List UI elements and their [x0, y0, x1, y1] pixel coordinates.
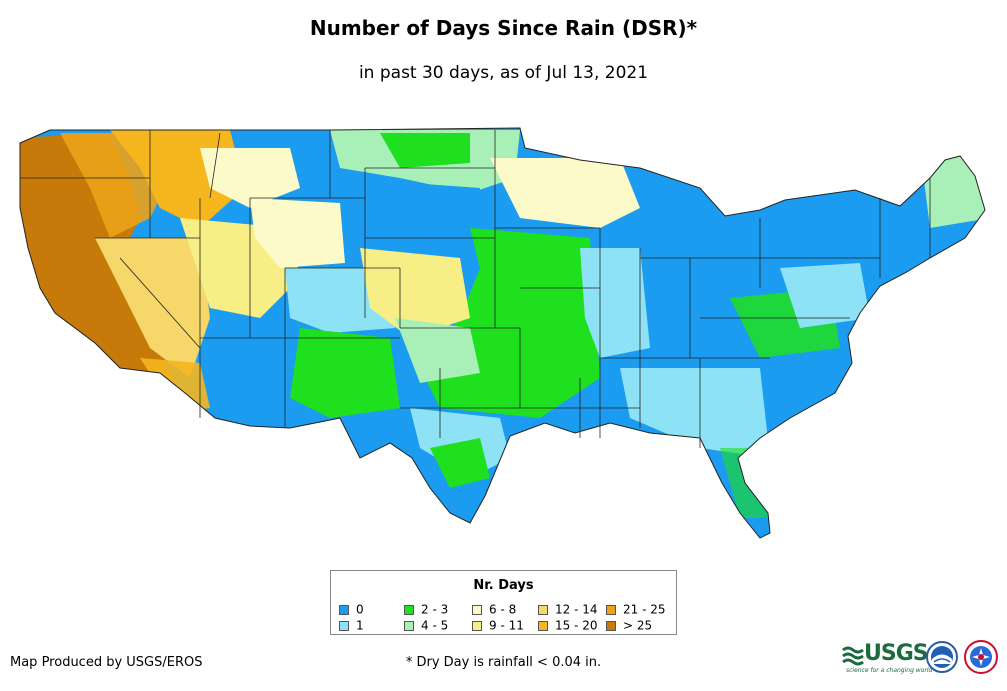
region-9-11-kansas — [360, 248, 470, 338]
legend-item: 15 - 20 — [538, 619, 598, 632]
us-outline — [19, 127, 986, 539]
legend-swatch-1 — [339, 620, 349, 631]
logo-group: USGS science for a changing world — [842, 640, 1002, 680]
region-2-3-dakota — [380, 133, 470, 168]
conus-map — [0, 118, 1007, 548]
usgs-tagline: science for a changing world — [846, 667, 933, 674]
legend-item: 1 — [339, 619, 364, 632]
legend-item: 4 - 5 — [404, 619, 448, 632]
legend-item: 9 - 11 — [472, 619, 524, 632]
region-6-8-wyoming — [250, 198, 345, 268]
map-credit: Map Produced by USGS/EROS — [10, 655, 203, 670]
legend-swatch-6-8 — [472, 604, 482, 615]
legend-item: 6 - 8 — [472, 603, 516, 616]
region-2-3-texas — [430, 438, 490, 488]
legend-item: 2 - 3 — [404, 603, 448, 616]
legend-swatch-gt25 — [606, 620, 616, 631]
region-4-5-oklahoma — [395, 318, 480, 383]
legend-swatch-12-14 — [538, 604, 548, 615]
usgs-logo[interactable]: USGS science for a changing world — [842, 640, 932, 676]
region-1-southeast — [620, 368, 770, 458]
legend-swatch-0 — [339, 604, 349, 615]
legend-swatch-15-20 — [538, 620, 548, 631]
region-2-3-newmexico — [290, 328, 400, 418]
map-legend: Nr. Days 0 1 2 - 3 4 - 5 6 - 8 9 - 11 12… — [330, 570, 677, 635]
region-1-mississippi — [580, 248, 650, 358]
noaa-logo-icon[interactable] — [926, 640, 958, 676]
legend-item: > 25 — [606, 619, 652, 632]
legend-item: 12 - 14 — [538, 603, 598, 616]
region-1-midatlantic — [780, 263, 870, 328]
legend-swatch-4-5 — [404, 620, 414, 631]
legend-swatch-9-11 — [472, 620, 482, 631]
legend-item: 0 — [339, 603, 364, 616]
region-0-northplains — [340, 178, 480, 248]
legend-title: Nr. Days — [473, 578, 534, 593]
legend-swatch-2-3 — [404, 604, 414, 615]
region-12-14-nevada — [95, 238, 210, 378]
nws-logo-icon[interactable] — [964, 640, 998, 676]
usgs-wave-icon — [842, 646, 864, 666]
usgs-wordmark: USGS — [864, 641, 929, 666]
state-boundaries — [20, 130, 931, 448]
region-6-8-montana — [200, 148, 300, 208]
legend-swatch-21-25 — [606, 604, 616, 615]
footnote: * Dry Day is rainfall < 0.04 in. — [405, 655, 602, 670]
legend-item: 21 - 25 — [606, 603, 666, 616]
region-6-8-minnesota — [490, 158, 640, 228]
map-title: Number of Days Since Rain (DSR)* — [309, 16, 698, 40]
region-4-5-maine — [920, 148, 985, 228]
map-subtitle: in past 30 days, as of Jul 13, 2021 — [358, 63, 649, 83]
